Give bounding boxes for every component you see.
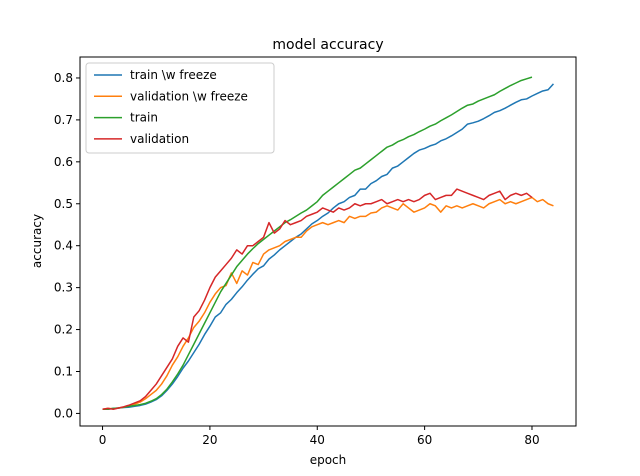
x-tick-label: 40 bbox=[310, 433, 325, 447]
chart-title: model accuracy bbox=[272, 37, 383, 53]
x-tick-label: 80 bbox=[524, 433, 539, 447]
series-line-1 bbox=[102, 196, 554, 410]
y-axis: 0.0 0.1 0.2 0.3 0.4 0.5 0.6 0.7 0.8 bbox=[54, 71, 80, 420]
series-line-3 bbox=[102, 188, 533, 410]
legend-label: validation \w freeze bbox=[130, 89, 248, 103]
legend-label: train bbox=[130, 111, 158, 125]
x-axis-label: epoch bbox=[310, 453, 347, 467]
y-tick-label: 0.7 bbox=[54, 113, 73, 127]
y-axis-label: accuracy bbox=[30, 214, 44, 268]
y-tick-label: 0.4 bbox=[54, 239, 73, 253]
legend-label: train \w freeze bbox=[130, 68, 217, 82]
x-axis: 0 20 40 60 80 bbox=[99, 426, 540, 447]
y-tick-label: 0.0 bbox=[54, 406, 73, 420]
y-tick-label: 0.1 bbox=[54, 364, 73, 378]
y-tick-label: 0.6 bbox=[54, 155, 73, 169]
legend: train \w freeze validation \w freeze train… bbox=[85, 62, 275, 154]
x-tick-label: 0 bbox=[99, 433, 107, 447]
y-tick-label: 0.3 bbox=[54, 281, 73, 295]
plot-frame bbox=[79, 56, 577, 427]
y-tick-label: 0.5 bbox=[54, 197, 73, 211]
y-tick-label: 0.2 bbox=[54, 323, 73, 337]
x-tick-label: 60 bbox=[417, 433, 432, 447]
series-line-0 bbox=[102, 83, 555, 410]
legend-label: validation bbox=[130, 132, 189, 146]
x-tick-label: 20 bbox=[202, 433, 217, 447]
legend-box bbox=[85, 62, 275, 154]
series-line-2 bbox=[102, 76, 533, 410]
y-tick-label: 0.8 bbox=[54, 71, 73, 85]
